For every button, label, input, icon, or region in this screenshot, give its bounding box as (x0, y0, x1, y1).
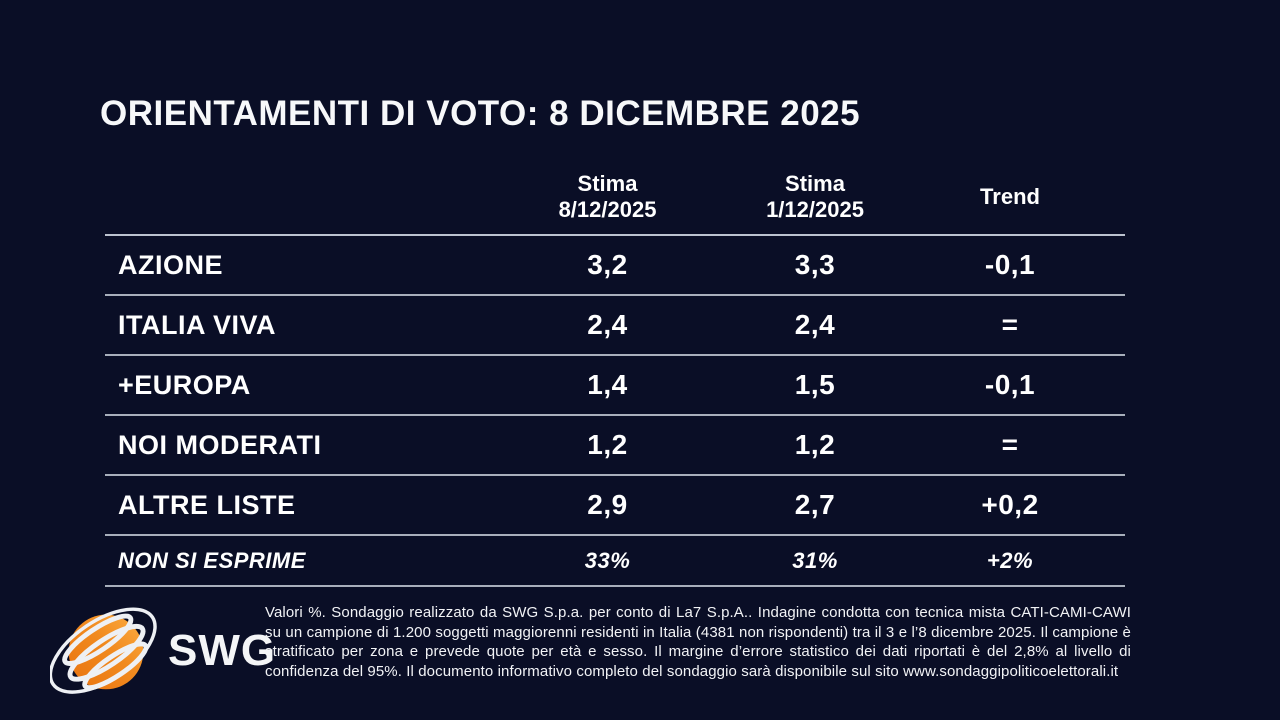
trend-value: +2% (986, 547, 1034, 573)
trend-value: = (1001, 309, 1019, 340)
party-name: ALTRE LISTE (118, 489, 296, 520)
header-stima-current-line1: Stima (577, 171, 638, 196)
stima-current-value: 2,4 (587, 309, 628, 340)
party-name: AZIONE (118, 249, 224, 280)
page-title: ORIENTAMENTI DI VOTO: 8 DICEMBRE 2025 (100, 94, 861, 133)
swg-logo-text: SWG (168, 626, 277, 675)
table-row-piu-europa: +EUROPA 1,4 1,5 -0,1 (105, 356, 1125, 416)
header-stima-previous-line2: 1/12/2025 (766, 197, 864, 222)
trend-value: +0,2 (981, 489, 1039, 520)
table-row-non-si-esprime: NON SI ESPRIME 33% 31% +2% (105, 536, 1125, 587)
stima-current-value: 2,9 (587, 489, 628, 520)
stima-previous-value: 2,4 (794, 309, 836, 340)
party-name: NON SI ESPRIME (118, 547, 306, 573)
swg-globe-icon (50, 607, 157, 694)
table-row-azione: AZIONE 3,2 3,3 -0,1 (105, 236, 1125, 296)
header-stima-current: Stima 8/12/2025 (480, 171, 735, 223)
methodology-disclaimer: Valori %. Sondaggio realizzato da SWG S.… (265, 604, 1131, 680)
stima-current-value: 1,4 (587, 369, 628, 400)
poll-table: Stima 8/12/2025 Stima 1/12/2025 Trend AZ… (105, 160, 1125, 587)
stima-previous-value: 2,7 (794, 489, 836, 520)
trend-value: = (1001, 429, 1019, 460)
header-stima-previous-line1: Stima (785, 171, 845, 196)
trend-value: -0,1 (984, 369, 1036, 400)
party-name: NOI MODERATI (118, 429, 322, 460)
stima-current-value: 3,2 (587, 249, 628, 280)
trend-value: -0,1 (984, 249, 1036, 280)
header-stima-current-line2: 8/12/2025 (558, 197, 657, 222)
stima-current-value: 1,2 (587, 429, 628, 460)
table-row-noi-moderati: NOI MODERATI 1,2 1,2 = (105, 416, 1125, 476)
stima-previous-value: 1,5 (794, 369, 836, 400)
table-row-altre-liste: ALTRE LISTE 2,9 2,7 +0,2 (105, 476, 1125, 536)
stima-previous-value: 1,2 (794, 429, 836, 460)
header-stima-previous: Stima 1/12/2025 (735, 171, 895, 223)
table-header-row: Stima 8/12/2025 Stima 1/12/2025 Trend (105, 160, 1125, 236)
stima-previous-value: 3,3 (794, 249, 836, 280)
party-name: ITALIA VIVA (118, 309, 276, 340)
header-trend: Trend (980, 184, 1040, 209)
party-name: +EUROPA (118, 369, 251, 400)
stima-previous-value: 31% (792, 547, 838, 573)
table-row-italia-viva: ITALIA VIVA 2,4 2,4 = (105, 296, 1125, 356)
swg-logo: SWG (50, 596, 276, 706)
stima-current-value: 33% (584, 547, 631, 573)
